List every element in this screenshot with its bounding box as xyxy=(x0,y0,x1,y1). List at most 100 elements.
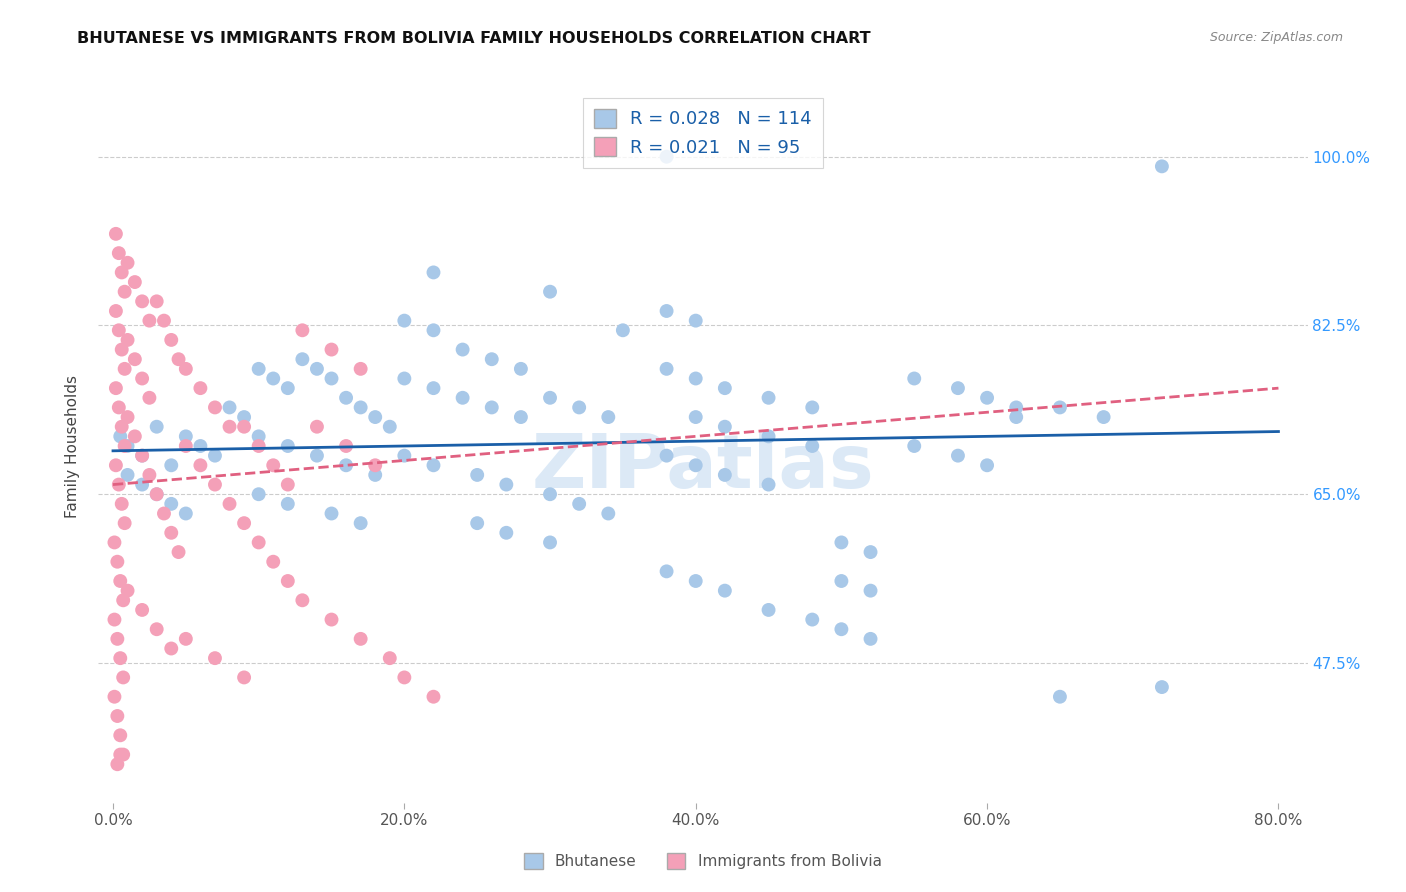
Point xyxy=(1150,159,1173,173)
Point xyxy=(131,449,153,463)
Point xyxy=(153,313,176,327)
Point xyxy=(247,362,270,376)
Point xyxy=(451,343,474,357)
Point xyxy=(160,525,183,540)
Point xyxy=(111,265,134,279)
Point xyxy=(233,410,256,425)
Point xyxy=(112,593,135,607)
Point xyxy=(138,467,160,482)
Point xyxy=(204,449,226,463)
Point xyxy=(138,391,160,405)
Point xyxy=(131,603,153,617)
Point xyxy=(903,439,925,453)
Point xyxy=(568,401,591,415)
Point xyxy=(174,439,197,453)
Point xyxy=(204,651,226,665)
Point xyxy=(105,757,128,772)
Point xyxy=(145,419,167,434)
Point xyxy=(160,333,183,347)
Point xyxy=(685,574,707,588)
Point xyxy=(364,467,387,482)
Point xyxy=(110,651,132,665)
Point xyxy=(145,487,167,501)
Point xyxy=(714,419,737,434)
Point xyxy=(335,439,357,453)
Point xyxy=(112,670,135,684)
Point xyxy=(110,429,132,443)
Point xyxy=(364,410,387,425)
Point xyxy=(233,516,256,530)
Legend: Bhutanese, Immigrants from Bolivia: Bhutanese, Immigrants from Bolivia xyxy=(519,847,887,875)
Point xyxy=(124,429,146,443)
Point xyxy=(104,304,127,318)
Point xyxy=(1049,690,1071,704)
Point xyxy=(830,622,852,636)
Point xyxy=(110,747,132,762)
Point xyxy=(174,632,197,646)
Point xyxy=(758,391,780,405)
Point xyxy=(105,709,128,723)
Point xyxy=(350,632,373,646)
Text: BHUTANESE VS IMMIGRANTS FROM BOLIVIA FAMILY HOUSEHOLDS CORRELATION CHART: BHUTANESE VS IMMIGRANTS FROM BOLIVIA FAM… xyxy=(77,31,870,46)
Point xyxy=(117,583,139,598)
Point xyxy=(714,381,737,395)
Point xyxy=(174,429,197,443)
Point xyxy=(145,294,167,309)
Point xyxy=(124,275,146,289)
Point xyxy=(117,256,139,270)
Point xyxy=(859,583,882,598)
Point xyxy=(538,285,561,299)
Point xyxy=(190,381,212,395)
Point xyxy=(105,632,128,646)
Point xyxy=(145,622,167,636)
Point xyxy=(655,565,678,579)
Point xyxy=(422,323,444,337)
Point xyxy=(262,458,284,473)
Text: ZIPatlas: ZIPatlas xyxy=(531,431,875,504)
Point xyxy=(111,343,134,357)
Point xyxy=(117,333,139,347)
Point xyxy=(174,362,197,376)
Point xyxy=(114,439,136,453)
Point xyxy=(481,401,503,415)
Point xyxy=(111,419,134,434)
Point xyxy=(321,613,343,627)
Point xyxy=(105,555,128,569)
Point xyxy=(247,439,270,453)
Point xyxy=(495,477,517,491)
Point xyxy=(108,477,131,491)
Point xyxy=(104,381,127,395)
Point xyxy=(1150,680,1173,694)
Point xyxy=(394,670,416,684)
Point xyxy=(112,747,135,762)
Point xyxy=(830,574,852,588)
Point xyxy=(262,555,284,569)
Point xyxy=(124,352,146,367)
Point xyxy=(655,150,678,164)
Point xyxy=(117,410,139,425)
Point xyxy=(538,391,561,405)
Point xyxy=(903,371,925,385)
Point xyxy=(108,323,131,337)
Point xyxy=(111,497,134,511)
Point xyxy=(218,419,240,434)
Point xyxy=(422,381,444,395)
Point xyxy=(422,265,444,279)
Point xyxy=(655,449,678,463)
Point xyxy=(247,487,270,501)
Point xyxy=(233,419,256,434)
Point xyxy=(117,439,139,453)
Point xyxy=(685,371,707,385)
Point xyxy=(305,362,328,376)
Point xyxy=(378,419,401,434)
Point xyxy=(247,535,270,549)
Point xyxy=(394,449,416,463)
Point xyxy=(110,728,132,742)
Text: Source: ZipAtlas.com: Source: ZipAtlas.com xyxy=(1209,31,1343,45)
Point xyxy=(233,670,256,684)
Point xyxy=(160,497,183,511)
Point xyxy=(509,410,531,425)
Point xyxy=(131,371,153,385)
Point xyxy=(114,285,136,299)
Point xyxy=(131,477,153,491)
